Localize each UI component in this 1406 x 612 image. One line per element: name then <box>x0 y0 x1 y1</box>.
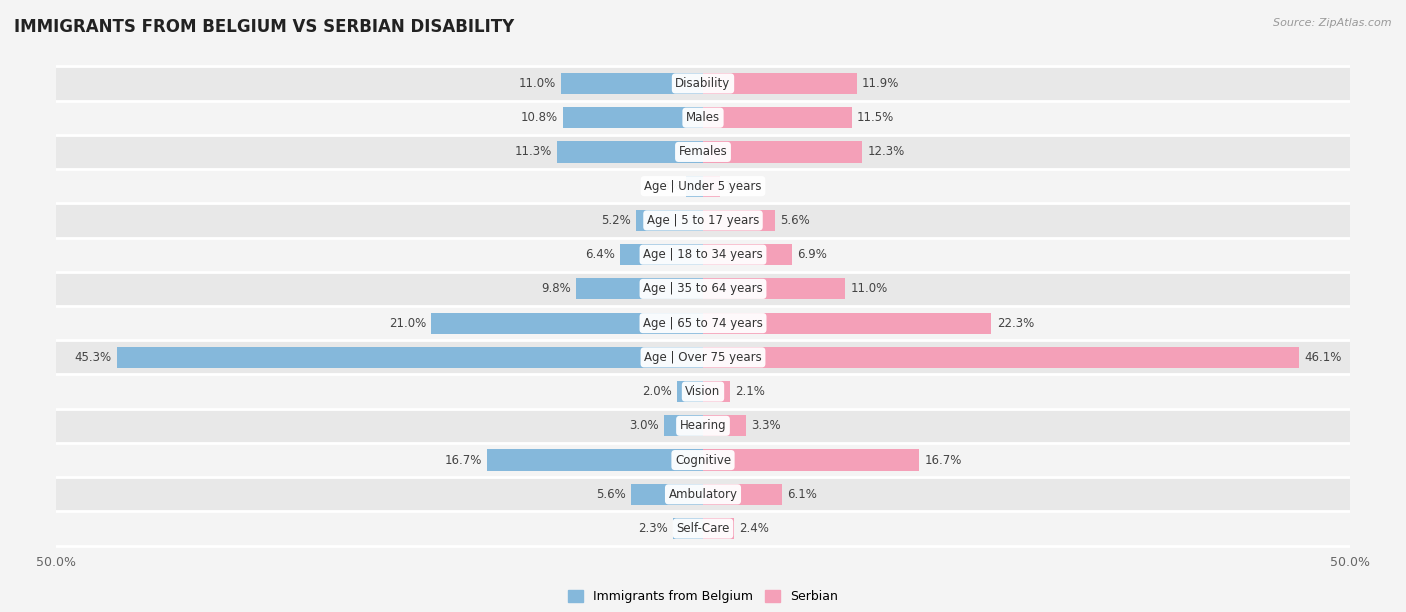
Text: 6.9%: 6.9% <box>797 248 827 261</box>
Text: Cognitive: Cognitive <box>675 453 731 466</box>
Bar <box>703 518 734 539</box>
Text: Age | 18 to 34 years: Age | 18 to 34 years <box>643 248 763 261</box>
Bar <box>56 375 1350 409</box>
Bar <box>703 210 776 231</box>
Bar <box>56 443 1350 477</box>
Bar <box>630 483 703 505</box>
Bar <box>636 210 703 231</box>
Bar <box>703 415 745 436</box>
Bar <box>703 244 792 265</box>
Bar <box>664 415 703 436</box>
Text: Source: ZipAtlas.com: Source: ZipAtlas.com <box>1274 18 1392 28</box>
Text: 11.0%: 11.0% <box>851 282 887 296</box>
Bar <box>576 278 703 299</box>
Bar <box>56 409 1350 443</box>
Text: 45.3%: 45.3% <box>75 351 112 364</box>
Text: 10.8%: 10.8% <box>522 111 558 124</box>
Bar <box>703 141 862 163</box>
Bar <box>56 66 1350 100</box>
Text: Females: Females <box>679 146 727 159</box>
Text: 6.1%: 6.1% <box>787 488 817 501</box>
Bar <box>56 100 1350 135</box>
Text: 2.0%: 2.0% <box>643 385 672 398</box>
Text: Hearing: Hearing <box>679 419 727 432</box>
Text: Age | Over 75 years: Age | Over 75 years <box>644 351 762 364</box>
Text: 11.9%: 11.9% <box>862 77 900 90</box>
Text: Vision: Vision <box>685 385 721 398</box>
Text: Ambulatory: Ambulatory <box>668 488 738 501</box>
Bar <box>564 107 703 129</box>
Bar <box>56 237 1350 272</box>
Text: Males: Males <box>686 111 720 124</box>
Bar <box>56 169 1350 203</box>
Bar <box>703 313 991 334</box>
Bar <box>703 176 720 197</box>
Bar <box>56 306 1350 340</box>
Bar <box>678 381 703 402</box>
Bar <box>56 512 1350 546</box>
Bar <box>56 340 1350 375</box>
Bar <box>432 313 703 334</box>
Bar <box>620 244 703 265</box>
Text: 12.3%: 12.3% <box>868 146 904 159</box>
Bar <box>486 449 703 471</box>
Bar <box>56 135 1350 169</box>
Bar <box>557 141 703 163</box>
Bar <box>703 483 782 505</box>
Bar <box>703 381 730 402</box>
Bar <box>673 518 703 539</box>
Text: 9.8%: 9.8% <box>541 282 571 296</box>
Text: 2.1%: 2.1% <box>735 385 765 398</box>
Text: 11.3%: 11.3% <box>515 146 551 159</box>
Text: 1.3%: 1.3% <box>651 180 681 193</box>
Text: Age | Under 5 years: Age | Under 5 years <box>644 180 762 193</box>
Text: Age | 5 to 17 years: Age | 5 to 17 years <box>647 214 759 227</box>
Text: 11.0%: 11.0% <box>519 77 555 90</box>
Text: Age | 35 to 64 years: Age | 35 to 64 years <box>643 282 763 296</box>
Text: 5.2%: 5.2% <box>600 214 630 227</box>
Text: 16.7%: 16.7% <box>924 453 962 466</box>
Text: 1.3%: 1.3% <box>725 180 755 193</box>
Text: 22.3%: 22.3% <box>997 316 1033 330</box>
Text: 3.3%: 3.3% <box>751 419 780 432</box>
Bar <box>703 107 852 129</box>
Bar <box>686 176 703 197</box>
Text: 5.6%: 5.6% <box>780 214 810 227</box>
Bar <box>561 73 703 94</box>
Text: 2.3%: 2.3% <box>638 522 668 535</box>
Bar <box>56 272 1350 306</box>
Bar <box>703 278 845 299</box>
Bar <box>56 203 1350 237</box>
Bar <box>703 73 856 94</box>
Text: 11.5%: 11.5% <box>856 111 894 124</box>
Text: 6.4%: 6.4% <box>585 248 614 261</box>
Bar <box>56 477 1350 512</box>
Text: 3.0%: 3.0% <box>630 419 659 432</box>
Legend: Immigrants from Belgium, Serbian: Immigrants from Belgium, Serbian <box>562 585 844 608</box>
Text: Disability: Disability <box>675 77 731 90</box>
Text: 5.6%: 5.6% <box>596 488 626 501</box>
Bar <box>703 449 920 471</box>
Text: 16.7%: 16.7% <box>444 453 482 466</box>
Bar <box>703 347 1299 368</box>
Text: 2.4%: 2.4% <box>740 522 769 535</box>
Text: Age | 65 to 74 years: Age | 65 to 74 years <box>643 316 763 330</box>
Text: Self-Care: Self-Care <box>676 522 730 535</box>
Bar <box>117 347 703 368</box>
Text: IMMIGRANTS FROM BELGIUM VS SERBIAN DISABILITY: IMMIGRANTS FROM BELGIUM VS SERBIAN DISAB… <box>14 18 515 36</box>
Text: 21.0%: 21.0% <box>389 316 426 330</box>
Text: 46.1%: 46.1% <box>1305 351 1341 364</box>
